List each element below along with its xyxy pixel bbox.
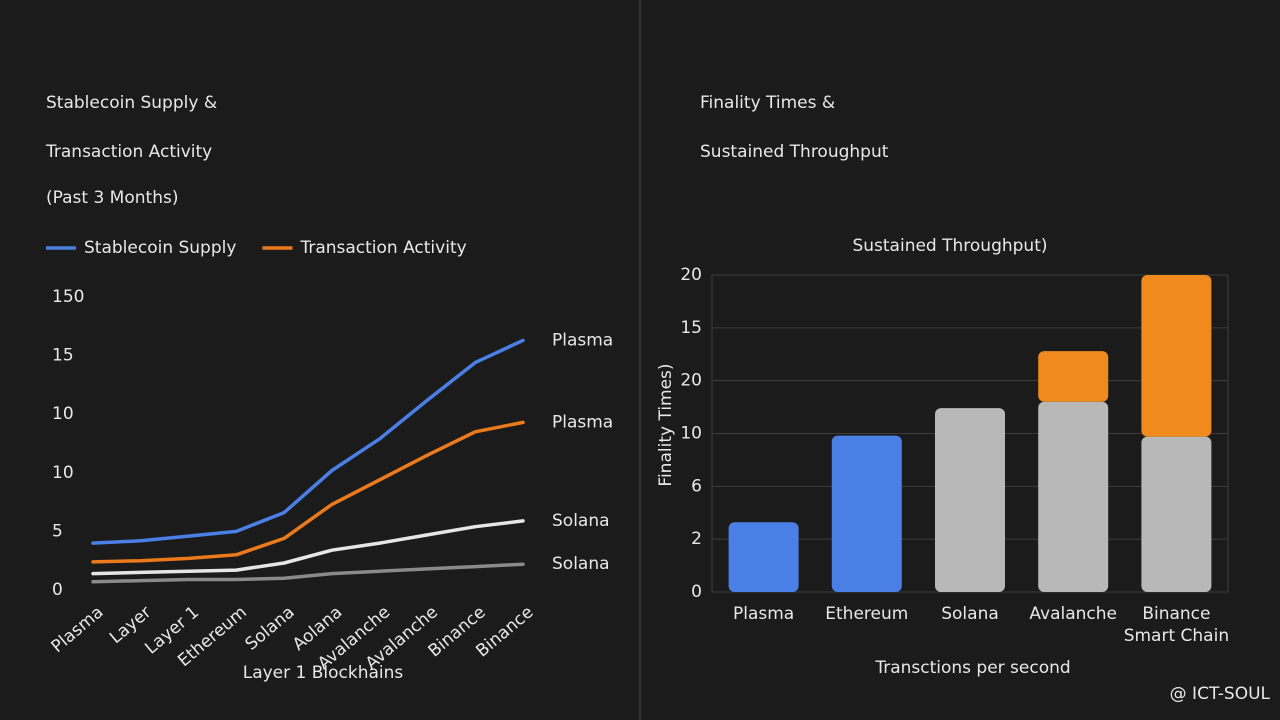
x-tick-label: Ethereum — [825, 604, 908, 624]
y-tick-label: 15 — [52, 346, 74, 366]
chart-title: Sustained Throughput) — [852, 236, 1047, 256]
y-tick-label: 10 — [52, 404, 74, 424]
series-line — [91, 338, 525, 545]
y-tick-label: 0 — [691, 582, 702, 602]
series-line — [91, 420, 525, 564]
heading: Stablecoin Supply & — [46, 93, 217, 113]
y-tick-label: 0 — [52, 580, 63, 600]
legend-label: Stablecoin Supply — [84, 238, 236, 258]
bar — [935, 408, 1005, 592]
y-tick-label: 6 — [691, 476, 702, 496]
bar — [831, 435, 902, 592]
y-tick-label: 5 — [52, 521, 63, 541]
end-label: Solana — [552, 554, 610, 574]
y-tick-label: 2 — [691, 529, 702, 549]
bar — [1038, 351, 1109, 402]
y-tick-label: 10 — [52, 463, 74, 483]
x-axis-label: Transctions per second — [874, 658, 1070, 678]
y-tick-label: 20 — [680, 371, 702, 391]
x-tick-label: Solana — [941, 604, 999, 624]
bar — [1141, 275, 1212, 437]
end-label: Plasma — [552, 330, 613, 350]
end-label: Plasma — [552, 412, 613, 432]
heading: Transaction Activity — [45, 142, 212, 162]
bar — [1141, 436, 1212, 592]
x-axis-label: Layer 1 Blockhains — [243, 663, 404, 683]
bar — [728, 522, 799, 592]
subtitle: (Past 3 Months) — [46, 188, 178, 208]
end-label: Solana — [552, 511, 610, 531]
legend-label: Transaction Activity — [299, 238, 466, 258]
watermark: @ ICT-SOUL — [1170, 684, 1271, 704]
x-tick-label: Binance — [1142, 604, 1210, 624]
y-tick-label: 20 — [680, 265, 702, 285]
heading: Sustained Throughput — [700, 142, 889, 162]
x-tick-label: Smart Chain — [1124, 626, 1229, 646]
x-tick-label: Plasma — [733, 604, 794, 624]
y-tick-label: 10 — [680, 424, 702, 444]
y-tick-label: 150 — [52, 287, 84, 307]
y-tick-label: 15 — [680, 318, 702, 338]
x-tick-label: Avalanche — [1029, 604, 1117, 624]
bar — [1038, 401, 1109, 592]
heading: Finality Times & — [700, 93, 835, 113]
series-line — [91, 562, 525, 584]
series-line — [91, 519, 525, 576]
y-axis-label: Finality Times) — [656, 363, 676, 486]
